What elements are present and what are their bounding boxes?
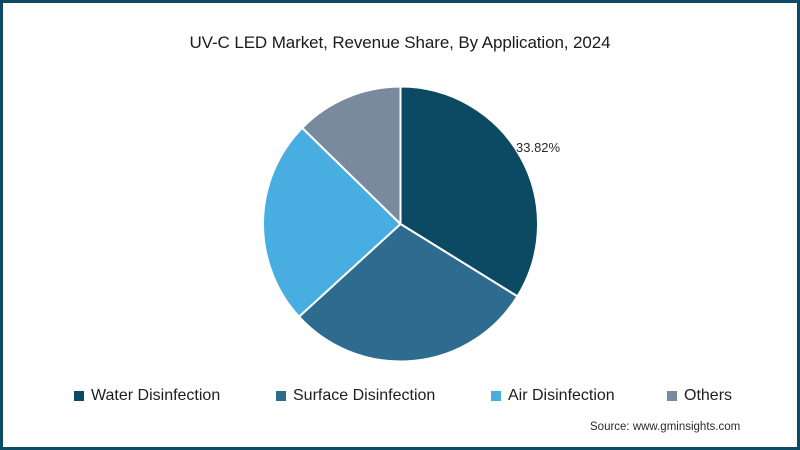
legend-item-water-disinfection[interactable]: Water Disinfection xyxy=(74,384,220,408)
legend-label: Surface Disinfection xyxy=(293,387,436,404)
legend-item-others[interactable]: Others xyxy=(667,384,732,408)
source-note: Source: www.gminsights.com xyxy=(590,421,741,433)
legend-label: Air Disinfection xyxy=(508,387,615,404)
pie-slice-air-disinfection[interactable] xyxy=(262,126,402,318)
pie-slice-surface-disinfection[interactable] xyxy=(297,223,519,363)
chart-title: UV-C LED Market, Revenue Share, By Appli… xyxy=(189,33,611,52)
legend-item-air-disinfection[interactable]: Air Disinfection xyxy=(491,384,615,408)
legend-swatch-square-icon xyxy=(667,391,677,401)
legend-swatch-square-icon xyxy=(276,391,286,401)
legend-swatch-square-icon xyxy=(74,391,84,401)
legend-item-surface-disinfection[interactable]: Surface Disinfection xyxy=(276,384,435,408)
legend-swatch-square-icon xyxy=(491,391,501,401)
legend-label: Water Disinfection xyxy=(91,387,221,404)
water-disinfection-value-label: 33.82% xyxy=(516,140,561,155)
legend: Water Disinfection Surface Disinfection … xyxy=(0,384,800,408)
legend-label: Others xyxy=(684,387,733,404)
pie-slice-water-disinfection[interactable] xyxy=(399,85,539,298)
pie-slice-others[interactable] xyxy=(301,85,402,225)
